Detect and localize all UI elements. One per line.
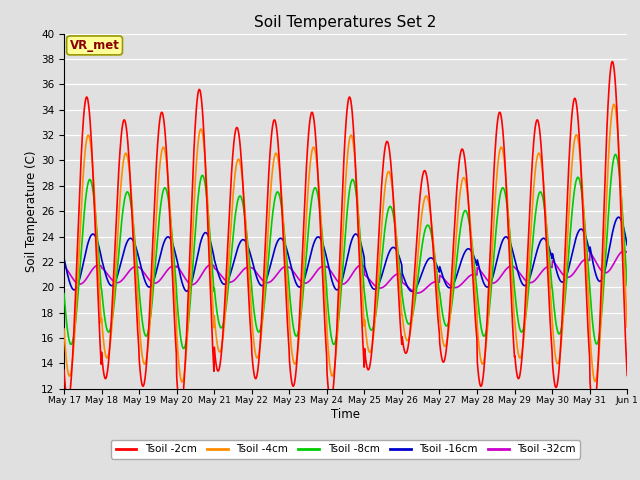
- X-axis label: Time: Time: [331, 408, 360, 421]
- Y-axis label: Soil Temperature (C): Soil Temperature (C): [25, 150, 38, 272]
- Title: Soil Temperatures Set 2: Soil Temperatures Set 2: [255, 15, 436, 30]
- Text: VR_met: VR_met: [70, 39, 120, 52]
- Legend: Tsoil -2cm, Tsoil -4cm, Tsoil -8cm, Tsoil -16cm, Tsoil -32cm: Tsoil -2cm, Tsoil -4cm, Tsoil -8cm, Tsoi…: [111, 440, 580, 458]
